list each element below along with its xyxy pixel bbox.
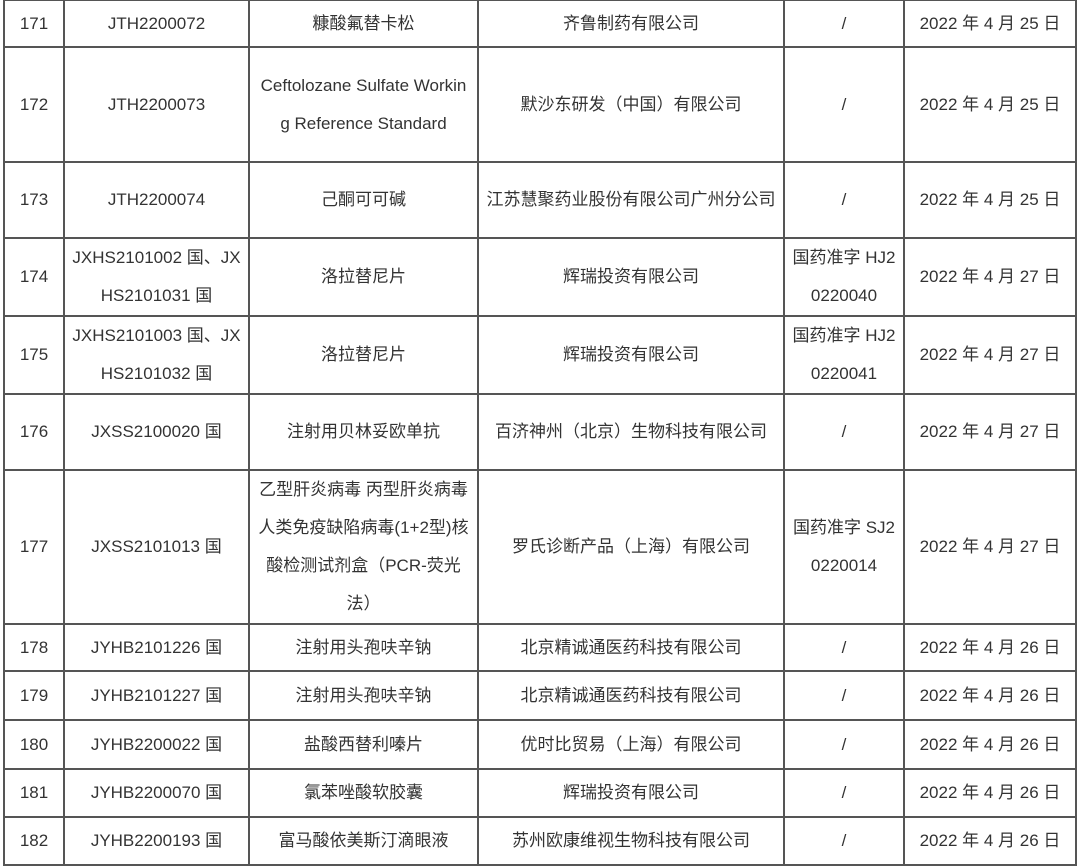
approval-date-cell: 2022 年 4 月 26 日 [903, 816, 1077, 866]
row-number-cell: 173 [3, 161, 65, 239]
product-name-cell: 注射用头孢呋辛钠 [248, 670, 479, 721]
applicant-company-cell: 北京精诚通医药科技有限公司 [477, 623, 785, 672]
row-number-cell: 178 [3, 623, 65, 672]
product-name-cell: Ceftolozane Sulfate Working Reference St… [248, 46, 479, 163]
row-number-cell: 171 [3, 0, 65, 48]
approval-number-cell: / [783, 0, 905, 48]
approval-date-cell: 2022 年 4 月 27 日 [903, 315, 1077, 395]
approval-number-cell: / [783, 161, 905, 239]
product-name-cell: 乙型肝炎病毒 丙型肝炎病毒 人类免疫缺陷病毒(1+2型)核酸检测试剂盒（PCR-… [248, 469, 479, 625]
table-row: 175 JXHS2101003 国、JXHS2101032 国洛拉替尼片 辉瑞投资有… [3, 315, 1077, 395]
approval-date-cell: 2022 年 4 月 25 日 [903, 161, 1077, 239]
approval-date-cell: 2022 年 4 月 27 日 [903, 393, 1077, 471]
approval-number-cell: / [783, 816, 905, 866]
row-number-cell: 177 [3, 469, 65, 625]
acceptance-number-cell: JTH2200073 [63, 46, 250, 163]
product-name-cell: 洛拉替尼片 [248, 237, 479, 317]
table-row: 182 JYHB2200193 国富马酸依美斯汀滴眼液 苏州欧康维视生物科技有限公司… [3, 816, 1077, 866]
approval-date-cell: 2022 年 4 月 26 日 [903, 719, 1077, 770]
approval-number-cell: 国药准字 HJ20220041 [783, 315, 905, 395]
row-number-cell: 175 [3, 315, 65, 395]
applicant-company-cell: 辉瑞投资有限公司 [477, 315, 785, 395]
product-name-cell: 注射用头孢呋辛钠 [248, 623, 479, 672]
applicant-company-cell: 优时比贸易（上海）有限公司 [477, 719, 785, 770]
table-row: 178 JYHB2101226 国注射用头孢呋辛钠 北京精诚通医药科技有限公司/20… [3, 623, 1077, 672]
table-row: 173 JTH2200074 己酮可可碱 江苏慧聚药业股份有限公司广州分公司/2022… [3, 161, 1077, 239]
approval-number-cell: / [783, 768, 905, 818]
table-row: 179 JYHB2101227 国注射用头孢呋辛钠 北京精诚通医药科技有限公司/20… [3, 670, 1077, 721]
approval-date-cell: 2022 年 4 月 27 日 [903, 469, 1077, 625]
product-name-cell: 富马酸依美斯汀滴眼液 [248, 816, 479, 866]
approval-number-cell: / [783, 46, 905, 163]
applicant-company-cell: 北京精诚通医药科技有限公司 [477, 670, 785, 721]
approval-number-cell: 国药准字 SJ20220014 [783, 469, 905, 625]
approval-date-cell: 2022 年 4 月 25 日 [903, 0, 1077, 48]
applicant-company-cell: 辉瑞投资有限公司 [477, 237, 785, 317]
row-number-cell: 176 [3, 393, 65, 471]
table-row: 174 JXHS2101002 国、JXHS2101031 国洛拉替尼片 辉瑞投资有… [3, 237, 1077, 317]
acceptance-number-cell: JTH2200072 [63, 0, 250, 48]
table-row: 177 JXSS2101013 国乙型肝炎病毒 丙型肝炎病毒 人类免疫缺陷病毒(1… [3, 469, 1077, 625]
approval-number-cell: / [783, 719, 905, 770]
applicant-company-cell: 齐鲁制药有限公司 [477, 0, 785, 48]
table-row: 180 JYHB2200022 国盐酸西替利嗪片 优时比贸易（上海）有限公司/202… [3, 719, 1077, 770]
acceptance-number-cell: JXSS2101013 国 [63, 469, 250, 625]
table-row: 181 JYHB2200070 国氯苯唑酸软胶囊 辉瑞投资有限公司/2022 年 4… [3, 768, 1077, 818]
product-name-cell: 注射用贝林妥欧单抗 [248, 393, 479, 471]
product-name-cell: 糠酸氟替卡松 [248, 0, 479, 48]
applicant-company-cell: 苏州欧康维视生物科技有限公司 [477, 816, 785, 866]
acceptance-number-cell: JYHB2200070 国 [63, 768, 250, 818]
approval-date-cell: 2022 年 4 月 26 日 [903, 768, 1077, 818]
row-number-cell: 179 [3, 670, 65, 721]
row-number-cell: 174 [3, 237, 65, 317]
approval-number-cell: / [783, 623, 905, 672]
applicant-company-cell: 百济神州（北京）生物科技有限公司 [477, 393, 785, 471]
acceptance-number-cell: JYHB2101226 国 [63, 623, 250, 672]
acceptance-number-cell: JXSS2100020 国 [63, 393, 250, 471]
acceptance-number-cell: JYHB2200193 国 [63, 816, 250, 866]
row-number-cell: 181 [3, 768, 65, 818]
approval-date-cell: 2022 年 4 月 26 日 [903, 670, 1077, 721]
approval-date-cell: 2022 年 4 月 27 日 [903, 237, 1077, 317]
applicant-company-cell: 罗氏诊断产品（上海）有限公司 [477, 469, 785, 625]
product-name-cell: 盐酸西替利嗪片 [248, 719, 479, 770]
table-row: 176 JXSS2100020 国注射用贝林妥欧单抗 百济神州（北京）生物科技有限公… [3, 393, 1077, 471]
table-row: 172 JTH2200073 Ceftolozane Sulfate Working… [3, 46, 1077, 163]
approval-number-cell: / [783, 393, 905, 471]
row-number-cell: 180 [3, 719, 65, 770]
product-name-cell: 氯苯唑酸软胶囊 [248, 768, 479, 818]
acceptance-number-cell: JYHB2101227 国 [63, 670, 250, 721]
row-number-cell: 182 [3, 816, 65, 866]
approval-number-cell: 国药准字 HJ20220040 [783, 237, 905, 317]
row-number-cell: 172 [3, 46, 65, 163]
acceptance-number-cell: JXHS2101002 国、JXHS2101031 国 [63, 237, 250, 317]
acceptance-number-cell: JTH2200074 [63, 161, 250, 239]
approval-date-cell: 2022 年 4 月 25 日 [903, 46, 1077, 163]
product-name-cell: 己酮可可碱 [248, 161, 479, 239]
approval-table: 171 JTH2200072 糠酸氟替卡松 齐鲁制药有限公司/2022 年 4 月 2… [3, 0, 1077, 866]
applicant-company-cell: 江苏慧聚药业股份有限公司广州分公司 [477, 161, 785, 239]
table-row: 171 JTH2200072 糠酸氟替卡松 齐鲁制药有限公司/2022 年 4 月 2… [3, 0, 1077, 48]
applicant-company-cell: 辉瑞投资有限公司 [477, 768, 785, 818]
acceptance-number-cell: JYHB2200022 国 [63, 719, 250, 770]
acceptance-number-cell: JXHS2101003 国、JXHS2101032 国 [63, 315, 250, 395]
approval-date-cell: 2022 年 4 月 26 日 [903, 623, 1077, 672]
approval-number-cell: / [783, 670, 905, 721]
product-name-cell: 洛拉替尼片 [248, 315, 479, 395]
applicant-company-cell: 默沙东研发（中国）有限公司 [477, 46, 785, 163]
